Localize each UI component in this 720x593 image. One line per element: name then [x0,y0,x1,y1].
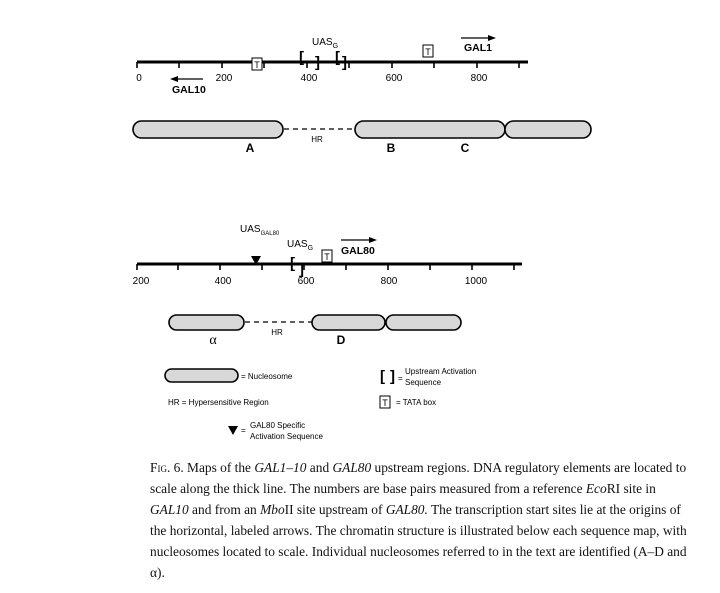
tick-label: 200 [216,73,233,84]
legend-tata-text: = TATA box [396,398,436,407]
hr-label: HR [311,135,323,144]
gal80-map: 200 400 600 800 1000 UASGAL80 [ ] UASG T… [133,224,522,287]
gal80-activation-triangle-icon [251,256,261,265]
legend-uas-eq: = [398,374,403,383]
gal80-minor-ticks [136,264,515,270]
tata-box-icon [422,44,434,58]
tick-label: 200 [133,276,150,287]
nucleosome-right [385,314,462,331]
gal1-10-tick-labels: 0 200 400 600 800 [136,73,488,84]
gal1-10-minor-ticks [136,62,520,68]
nucleosome-D [311,314,386,331]
nucleosome-B-C [354,120,506,139]
svg-text:]: ] [390,368,395,385]
figure-caption: Fig. 6. Maps of the GAL1–10 and GAL80 up… [150,460,687,580]
tick-label: 800 [471,73,488,84]
tick-label: 400 [215,276,232,287]
nucleosome-right [504,120,592,139]
legend-gal80-line2: Activation Sequence [250,432,323,441]
nucleosome-label: α [209,333,217,348]
gal1-label: GAL1 [464,42,492,54]
uas-g-label: UASG [312,37,338,50]
gal80-chromatin: HR α D [168,314,462,348]
tick-label: 600 [386,73,403,84]
nucleosome-alpha [168,314,245,331]
gal1-10-chromatin: HR A B C [132,120,592,155]
legend: = Nucleosome HR = Hypersensitive Region … [164,367,476,441]
uas-g-label: UASG [287,239,313,252]
legend-nucleosome-icon [164,368,239,383]
tick-label: 800 [381,276,398,287]
bracket-close-icon: ] [315,54,320,71]
bracket-open-icon: [ [335,49,340,66]
tata-letter: T [254,60,260,70]
tata-letter: T [324,252,330,262]
nucleosome-A [132,120,284,139]
svg-text:[: [ [380,368,385,385]
gal80-label: GAL80 [341,245,375,257]
bracket-close-icon: ] [299,261,304,278]
gal80-tick-labels: 200 400 600 800 1000 [133,276,488,287]
legend-brackets-icon: [ ] [380,368,395,385]
tata-box-icon [321,249,333,263]
tick-label: 0 [136,73,142,84]
gal10-label: GAL10 [172,84,206,96]
nucleosome-label: B [387,141,396,155]
tick-label: 400 [301,73,318,84]
uas-brackets: [ ] [290,255,304,278]
legend-uas-line2: Sequence [405,378,442,387]
legend-nucleosome-text: = Nucleosome [241,372,293,381]
gene-maps-figure: 0 200 400 600 800 T [ ] [ ] UASG T GAL1 … [132,35,592,441]
nucleosome-label: C [461,141,470,155]
legend-tata-letter: T [382,398,388,408]
nucleosome-label: D [337,333,346,347]
legend-gal80-line1: GAL80 Specific [250,421,305,430]
bracket-close-icon: ] [342,54,347,71]
bracket-open-icon: [ [290,255,295,272]
legend-gal80-eq: = [241,426,246,435]
tick-label: 1000 [465,276,488,287]
tick-label: 600 [298,276,315,287]
hr-label: HR [271,328,283,337]
bracket-open-icon: [ [299,49,304,66]
tata-letter: T [425,47,431,57]
legend-tata-box-icon [379,395,391,409]
figure-label: Fig. 6. [150,460,184,475]
legend-triangle-icon [228,426,238,435]
tata-box-icon [251,57,263,71]
nucleosome-label: A [246,141,255,155]
uas-gal80-label: UASGAL80 [240,224,280,237]
legend-uas-line1: Upstream Activation [405,367,476,376]
gal1-10-map: 0 200 400 600 800 T [ ] [ ] UASG T GAL1 … [136,35,528,96]
legend-hr-text: HR = Hypersensitive Region [168,398,269,407]
uas-brackets: [ ] [ ] [299,49,347,71]
